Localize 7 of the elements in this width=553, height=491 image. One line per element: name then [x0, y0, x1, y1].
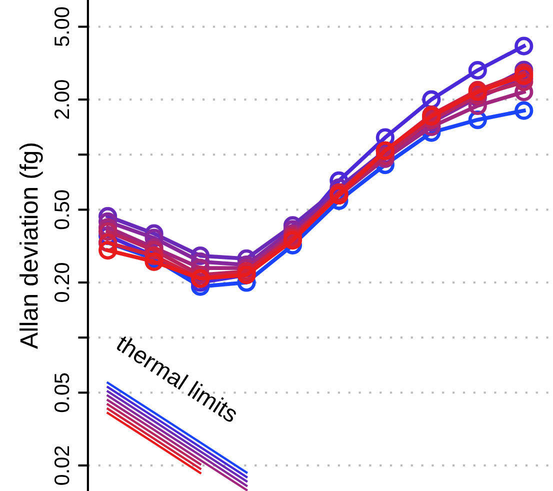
y-tick-label: 2.00	[54, 80, 70, 119]
y-axis-title: Allan deviation (fg)	[20, 144, 43, 349]
y-tick-label: 0.02	[54, 446, 70, 485]
y-tick-label: 0.05	[54, 373, 70, 412]
y-tick-label: 0.20	[54, 263, 70, 302]
y-tick-label: 5.00	[54, 7, 70, 46]
y-tick-label: 0.50	[54, 190, 70, 230]
